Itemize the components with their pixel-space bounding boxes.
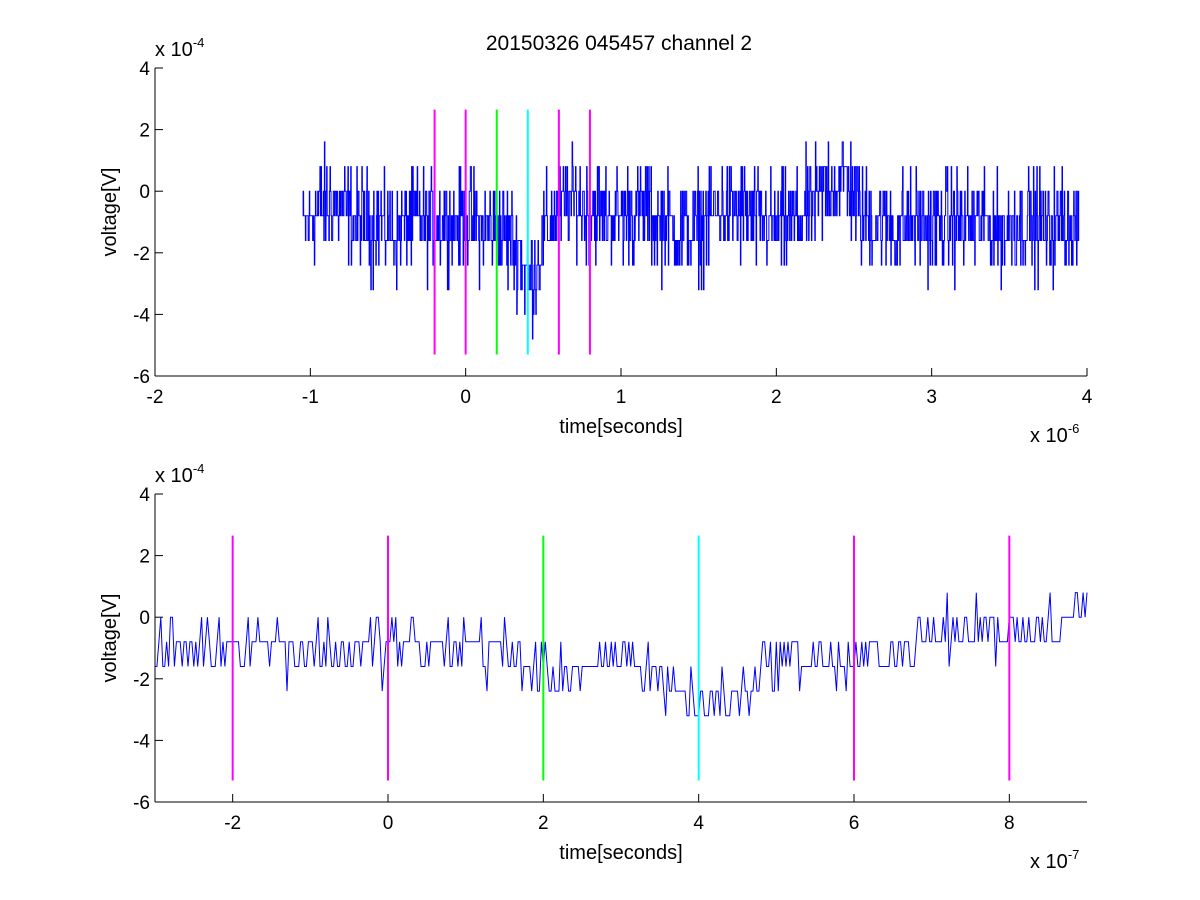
x-tick-label: -1 (302, 387, 319, 408)
x-tick-label: 6 (849, 813, 860, 834)
x-axis-label: time[seconds] (559, 416, 682, 438)
x-tick-label: 2 (538, 813, 549, 834)
x-tick-label: 2 (771, 387, 782, 408)
x-tick-label: 0 (383, 813, 394, 834)
x-tick-label: 0 (460, 387, 471, 408)
y-multiplier: x 10-4 (155, 35, 204, 61)
y-tick-label: -6 (133, 793, 150, 814)
y-multiplier-base: x 10 (155, 39, 193, 61)
x-tick-label: 4 (693, 813, 704, 834)
signal-line (302, 141, 1080, 340)
x-multiplier-base: x 10 (1030, 425, 1068, 447)
y-tick-label: -4 (133, 731, 150, 752)
y-multiplier-exponent: -4 (193, 461, 205, 476)
x-tick-label: -2 (224, 813, 241, 834)
y-multiplier-exponent: -4 (193, 35, 205, 50)
y-tick-label: 2 (139, 547, 150, 568)
y-tick-label: -2 (133, 670, 150, 691)
x-multiplier-base: x 10 (1030, 851, 1068, 873)
x-multiplier-exponent: -7 (1068, 847, 1080, 862)
y-axis-label: voltage[V] (99, 168, 121, 257)
x-tick-label: 3 (926, 387, 937, 408)
signal-line (155, 592, 1088, 717)
y-tick-label: -2 (133, 244, 150, 265)
figure-title: 20150326 045457 channel 2 (486, 32, 752, 55)
y-tick-label: -4 (133, 305, 150, 326)
x-multiplier-exponent: -6 (1068, 421, 1080, 436)
x-multiplier: x 10-6 (1030, 421, 1079, 447)
x-multiplier: x 10-7 (1030, 847, 1079, 873)
x-axis-label: time[seconds] (559, 842, 682, 864)
y-tick-label: 4 (139, 485, 150, 506)
y-tick-label: -6 (133, 367, 150, 388)
y-axis-label: voltage[V] (99, 594, 121, 683)
x-tick-label: -2 (147, 387, 164, 408)
y-tick-label: 0 (139, 182, 150, 203)
y-multiplier: x 10-4 (155, 461, 204, 487)
top-subplot: -2 -1 0 1 2 3 4-6-4-2024time[seconds]voltage[V… (99, 35, 1093, 447)
y-tick-label: 4 (139, 59, 150, 80)
bottom-subplot: -2 0 2 4 6 8 -6 -4 -2 0 2 4 time[seconds] voltage[V] x… (99, 461, 1088, 873)
y-tick-label: 2 (139, 121, 150, 142)
x-tick-label: 4 (1082, 387, 1093, 408)
y-multiplier-base: x 10 (155, 465, 193, 487)
x-tick-label: 1 (616, 387, 627, 408)
x-tick-label: 8 (1004, 813, 1015, 834)
y-tick-label: 0 (139, 608, 150, 629)
